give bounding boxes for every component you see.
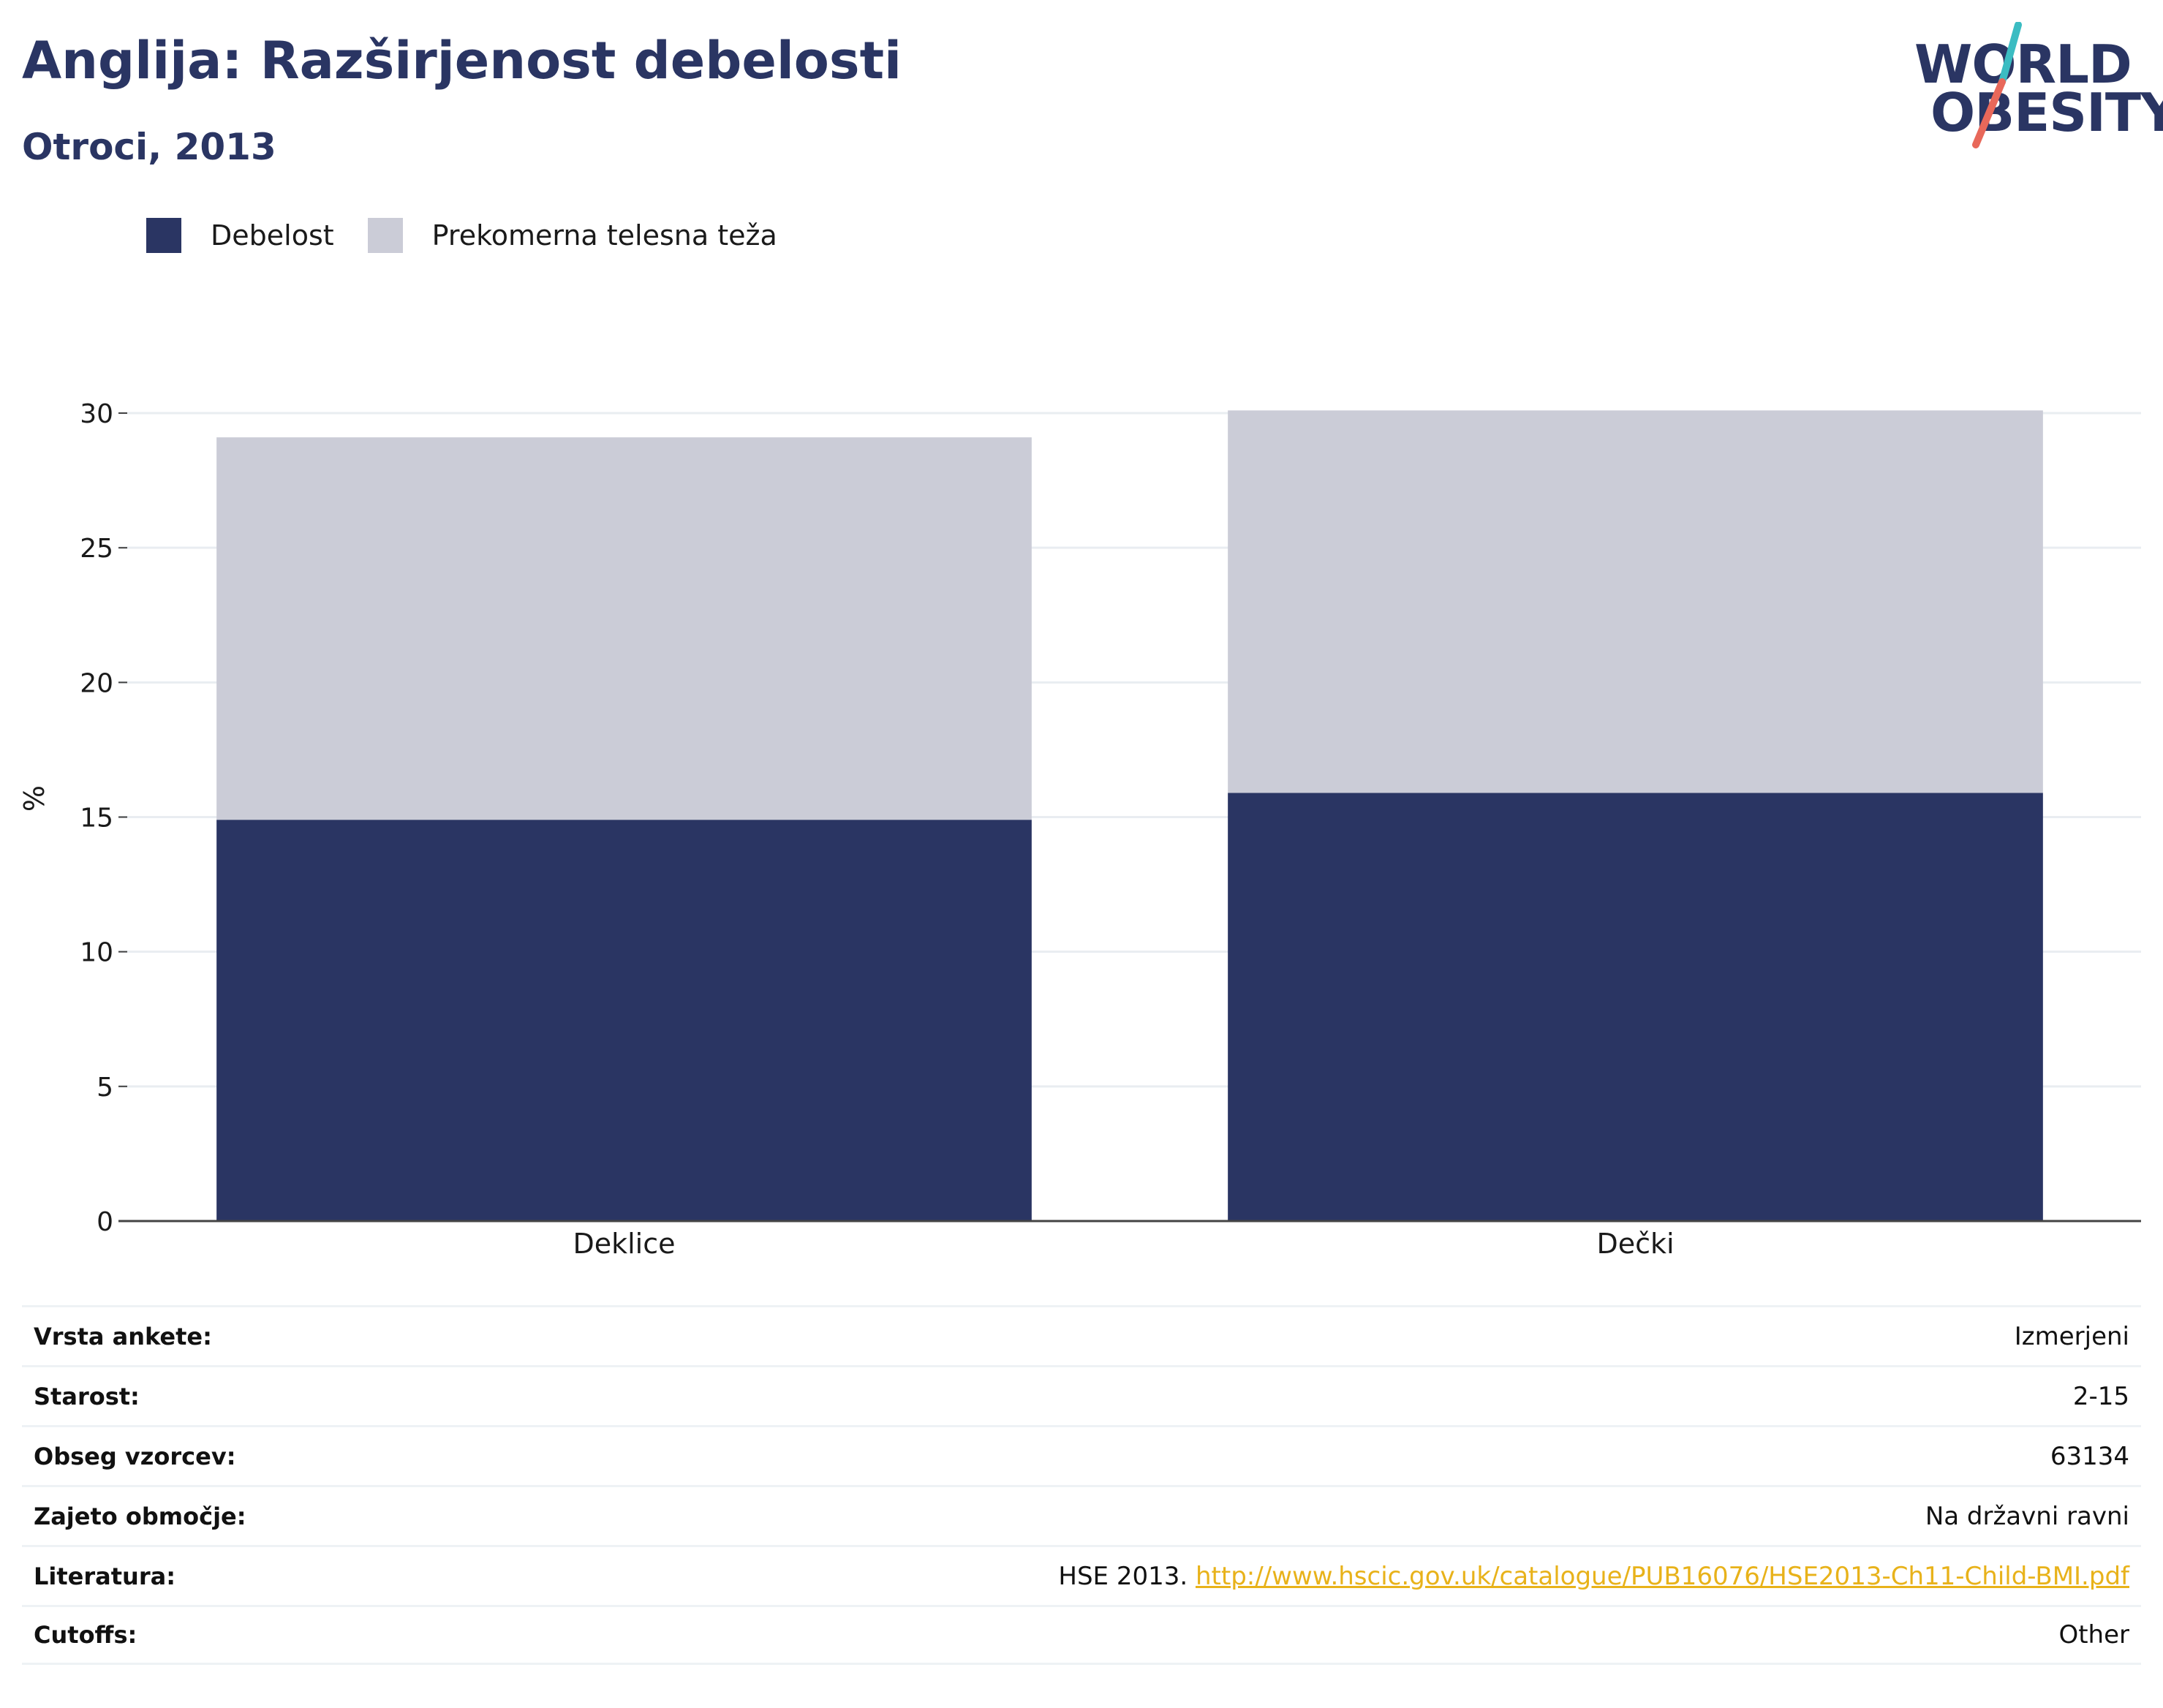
details-value: 2-15 [2072, 1381, 2129, 1411]
bar-prekomerna-1 [1228, 410, 2043, 793]
details-row: Literatura: HSE 2013. http://www.hscic.go… [22, 1545, 2141, 1605]
y-tick-label: 10 [80, 938, 113, 968]
world-obesity-logo: WORLD OBESITY [1909, 22, 2163, 154]
legend-item-prekomerna[interactable]: Prekomerna telesna teža [367, 218, 777, 253]
y-axis-label: % [18, 785, 50, 812]
y-tick-label: 15 [80, 804, 113, 834]
bar-debelost-1 [1228, 793, 2043, 1221]
y-tick-label: 30 [80, 399, 113, 429]
legend-swatch-prekomerna [367, 218, 403, 253]
y-tick-label: 0 [97, 1207, 113, 1237]
stacked-bar-chart: 0 5 10 15 20 25 30 Deklice Dečki% [18, 399, 2141, 1260]
chart-legend: Debelost Prekomerna telesna teža [146, 216, 811, 254]
logo-line-2: OBESITY [1930, 82, 2163, 143]
details-key: Vrsta ankete: [34, 1322, 212, 1350]
details-value: HSE 2013. http://www.hscic.gov.uk/catalo… [1058, 1561, 2129, 1591]
y-tick-label: 20 [80, 668, 113, 698]
details-value: Izmerjeni [2014, 1321, 2129, 1351]
details-value: Other [2058, 1620, 2129, 1650]
details-value: Na državni ravni [1925, 1501, 2129, 1531]
details-row: Vrsta ankete: Izmerjeni [22, 1305, 2141, 1365]
x-tick-label: Dečki [1596, 1228, 1674, 1260]
reference-link[interactable]: http://www.hscic.gov.uk/catalogue/PUB160… [1195, 1561, 2129, 1591]
logo-slash-icon [1972, 22, 2022, 148]
chart-title: Anglija: Razširjenost debelosti [22, 31, 902, 91]
details-row: Zajeto območje: Na državni ravni [22, 1485, 2141, 1545]
details-value: 63134 [2050, 1441, 2129, 1471]
legend-swatch-debelost [146, 218, 181, 253]
details-key: Cutoffs: [34, 1621, 137, 1649]
details-key: Obseg vzorcev: [34, 1442, 236, 1470]
details-key: Literatura: [34, 1562, 175, 1590]
y-tick-label: 25 [80, 534, 113, 564]
details-row: Starost: 2-15 [22, 1365, 2141, 1425]
legend-item-debelost[interactable]: Debelost [146, 218, 334, 253]
survey-details-table: Vrsta ankete: Izmerjeni Starost: 2-15 Obseg … [22, 1305, 2141, 1665]
bar-debelost-0 [216, 820, 1032, 1221]
legend-label-debelost: Debelost [211, 219, 334, 252]
logo-line-1: WORLD [1914, 34, 2132, 95]
legend-label-prekomerna: Prekomerna telesna teža [431, 219, 777, 252]
details-row: Cutoffs: Other [22, 1605, 2141, 1665]
details-row: Obseg vzorcev: 63134 [22, 1425, 2141, 1485]
bar-prekomerna-0 [216, 437, 1032, 820]
y-tick-label: 5 [97, 1073, 113, 1103]
x-tick-label: Deklice [573, 1228, 675, 1260]
chart-subtitle: Otroci, 2013 [22, 126, 276, 168]
details-key: Starost: [34, 1382, 140, 1410]
details-key: Zajeto območje: [34, 1502, 246, 1530]
